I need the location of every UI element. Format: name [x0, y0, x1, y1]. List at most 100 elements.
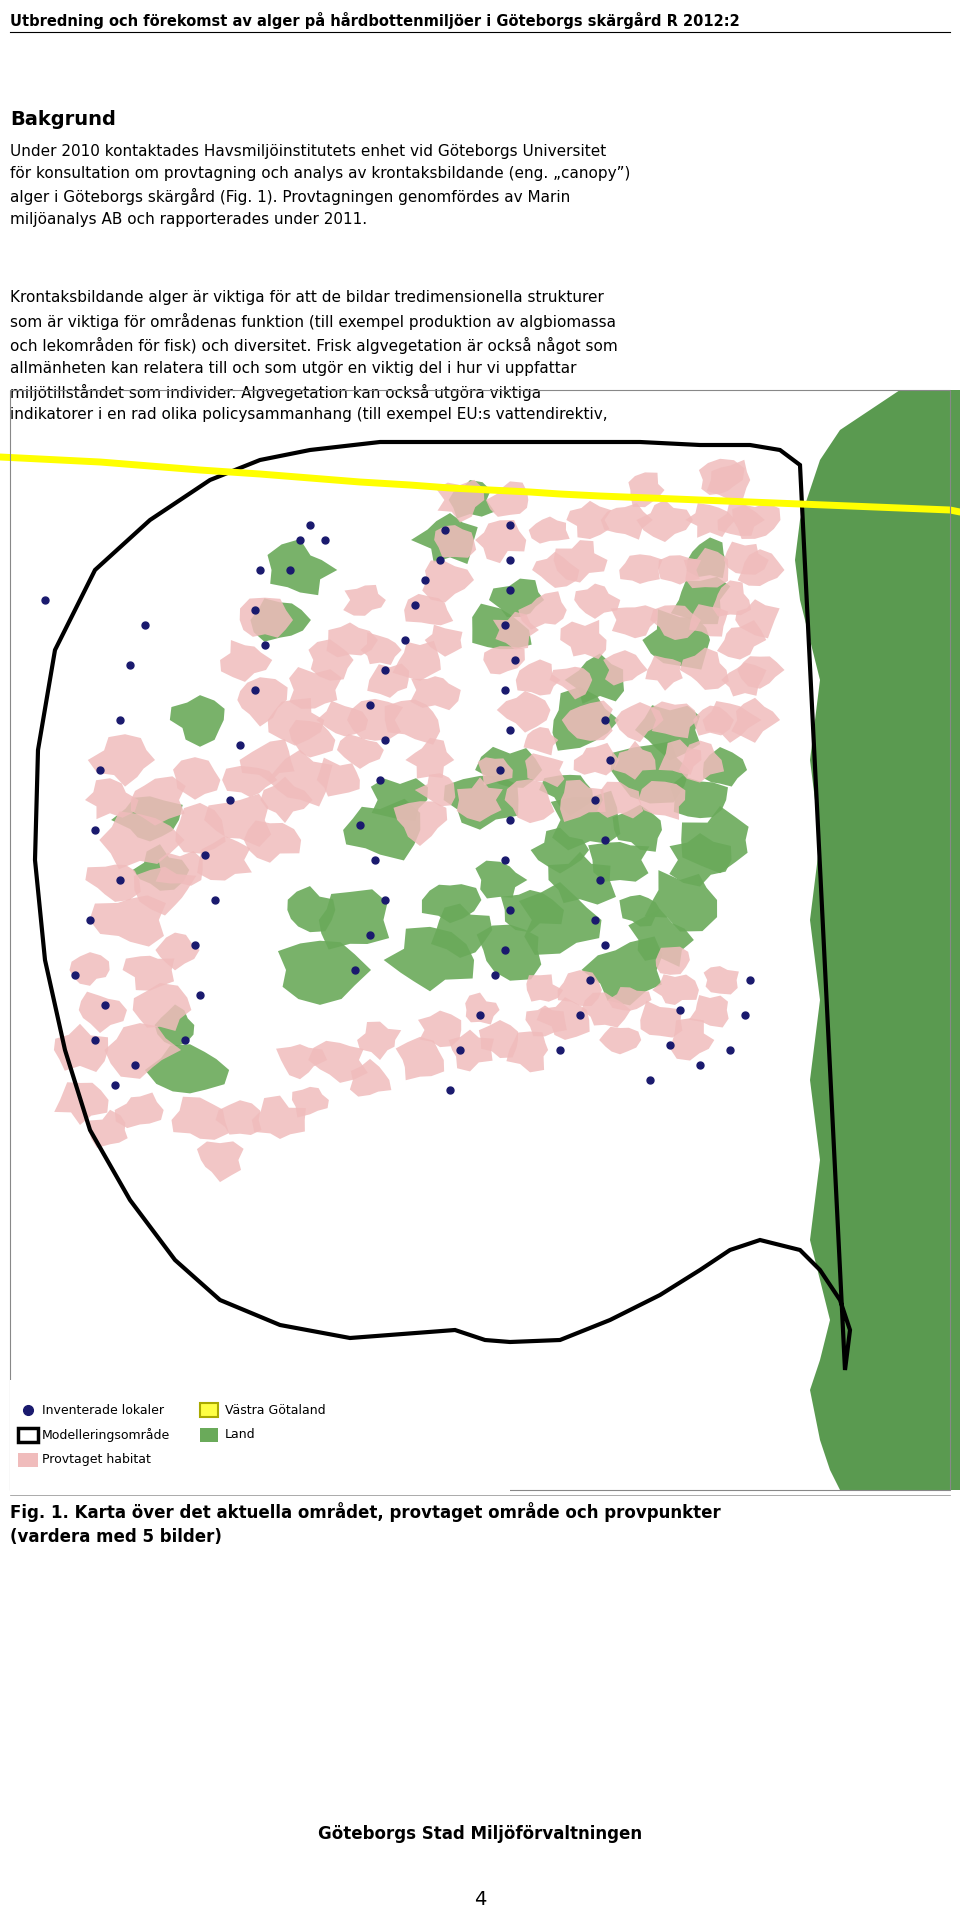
Polygon shape: [415, 774, 455, 806]
Polygon shape: [636, 499, 693, 541]
Polygon shape: [613, 741, 656, 780]
Polygon shape: [292, 1087, 329, 1117]
Polygon shape: [612, 804, 662, 852]
Polygon shape: [682, 806, 749, 874]
Polygon shape: [216, 1100, 261, 1135]
Polygon shape: [505, 780, 555, 824]
Polygon shape: [532, 551, 579, 588]
Polygon shape: [551, 791, 620, 851]
Polygon shape: [457, 778, 503, 822]
Polygon shape: [244, 820, 301, 862]
Polygon shape: [478, 756, 513, 785]
Polygon shape: [597, 781, 643, 818]
Text: Under 2010 kontaktades Havsmiljöinstitutets enhet vid Göteborgs Universitet
för : Under 2010 kontaktades Havsmiljöinstitut…: [10, 144, 631, 227]
Text: Utbredning och förekomst av alger på hårdbottenmiljöer i Göteborgs skärgård R 20: Utbredning och förekomst av alger på hår…: [10, 12, 740, 29]
Polygon shape: [173, 756, 221, 801]
Text: Bakgrund: Bakgrund: [10, 109, 116, 129]
Polygon shape: [422, 561, 474, 603]
Polygon shape: [385, 699, 440, 745]
Polygon shape: [222, 766, 277, 797]
Polygon shape: [523, 728, 559, 755]
Polygon shape: [537, 996, 589, 1041]
Polygon shape: [686, 538, 726, 578]
Polygon shape: [721, 662, 766, 697]
Text: 4: 4: [474, 1889, 486, 1908]
Polygon shape: [479, 1020, 518, 1058]
Polygon shape: [516, 659, 561, 695]
Polygon shape: [268, 699, 324, 745]
Polygon shape: [123, 956, 175, 991]
Polygon shape: [496, 691, 550, 733]
Polygon shape: [287, 887, 335, 933]
Polygon shape: [197, 1140, 244, 1183]
Polygon shape: [492, 612, 539, 649]
Polygon shape: [396, 1037, 444, 1081]
Polygon shape: [337, 733, 384, 768]
Polygon shape: [418, 1010, 461, 1046]
Polygon shape: [472, 603, 532, 649]
Bar: [10, 1380, 510, 1496]
Polygon shape: [156, 851, 203, 885]
Polygon shape: [601, 503, 653, 540]
Polygon shape: [475, 860, 527, 899]
Polygon shape: [507, 1031, 548, 1073]
Polygon shape: [640, 1000, 683, 1037]
Polygon shape: [750, 390, 960, 1490]
Polygon shape: [88, 1110, 128, 1148]
Bar: [200, 1428, 218, 1442]
Polygon shape: [645, 655, 683, 691]
Polygon shape: [170, 695, 225, 747]
Polygon shape: [326, 622, 378, 657]
Polygon shape: [560, 780, 606, 822]
Polygon shape: [611, 741, 689, 803]
Polygon shape: [132, 845, 189, 891]
Polygon shape: [732, 697, 780, 743]
Polygon shape: [360, 632, 401, 664]
Polygon shape: [561, 620, 607, 659]
Polygon shape: [653, 973, 699, 1004]
Polygon shape: [489, 578, 544, 616]
Polygon shape: [689, 605, 729, 637]
Polygon shape: [348, 699, 403, 741]
Polygon shape: [574, 743, 619, 776]
Polygon shape: [614, 703, 663, 743]
Polygon shape: [475, 747, 542, 787]
Polygon shape: [703, 747, 747, 787]
Polygon shape: [85, 778, 138, 820]
Polygon shape: [197, 835, 252, 881]
Polygon shape: [518, 591, 566, 630]
Polygon shape: [131, 776, 185, 826]
Polygon shape: [685, 503, 735, 538]
Text: Provtaget habitat: Provtaget habitat: [42, 1453, 151, 1467]
Text: Inventerade lokaler: Inventerade lokaler: [42, 1404, 164, 1417]
Polygon shape: [525, 1006, 566, 1037]
Polygon shape: [220, 639, 273, 682]
Polygon shape: [79, 991, 127, 1033]
Polygon shape: [562, 701, 612, 741]
Polygon shape: [431, 904, 492, 958]
Polygon shape: [574, 584, 620, 618]
Polygon shape: [410, 676, 461, 710]
Polygon shape: [405, 737, 454, 780]
Polygon shape: [411, 513, 478, 564]
Polygon shape: [529, 516, 569, 543]
Polygon shape: [448, 1029, 494, 1071]
Polygon shape: [699, 459, 745, 495]
Polygon shape: [251, 599, 311, 641]
Polygon shape: [444, 776, 518, 829]
Polygon shape: [566, 501, 612, 540]
Polygon shape: [599, 1027, 641, 1054]
Polygon shape: [289, 666, 342, 708]
Polygon shape: [114, 1092, 163, 1129]
Polygon shape: [393, 641, 441, 682]
Polygon shape: [704, 966, 739, 995]
Polygon shape: [603, 651, 648, 685]
Polygon shape: [519, 881, 602, 954]
Bar: [18, 1428, 38, 1442]
Polygon shape: [87, 733, 155, 787]
Polygon shape: [54, 1083, 108, 1125]
Polygon shape: [252, 1096, 306, 1139]
Polygon shape: [525, 753, 564, 787]
Polygon shape: [703, 701, 761, 743]
Polygon shape: [619, 895, 660, 927]
